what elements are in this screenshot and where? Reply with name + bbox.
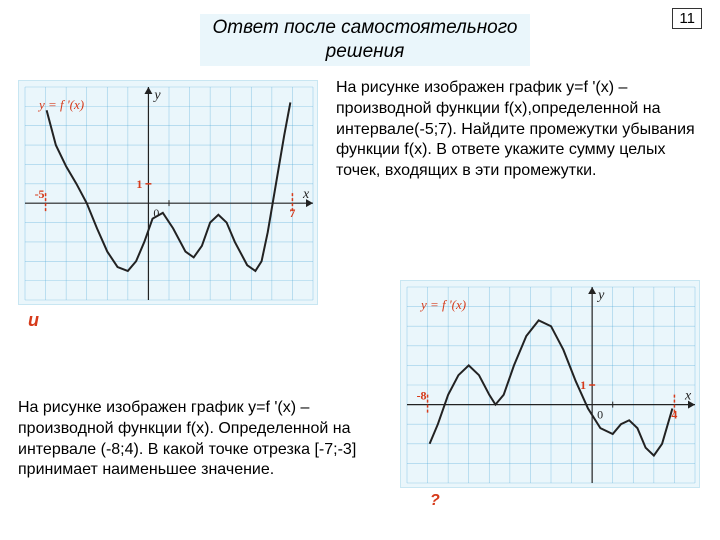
marker-and: и <box>28 310 39 331</box>
svg-text:y: y <box>152 88 161 103</box>
problem-text-1: На рисунке изображен график y=f '(x) – п… <box>336 78 706 182</box>
svg-text:y = f '(x): y = f '(x) <box>37 97 84 112</box>
problem-text-2: На рисунке изображен график y=f '(x) – п… <box>18 398 388 481</box>
marker-question: ? <box>430 492 440 510</box>
svg-text:y = f '(x): y = f '(x) <box>419 297 466 312</box>
svg-text:1: 1 <box>136 177 142 191</box>
svg-text:-8: -8 <box>417 389 427 403</box>
chart-1: y = f '(x) y x 0 -5 7 1 <box>18 80 318 305</box>
page-number: 11 <box>672 8 702 29</box>
svg-text:7: 7 <box>289 206 295 220</box>
svg-text:y: y <box>596 288 605 303</box>
svg-text:4: 4 <box>671 408 677 422</box>
svg-text:0: 0 <box>597 408 603 422</box>
svg-text:-5: -5 <box>35 187 45 201</box>
chart-2: y = f '(x) y x 0 -8 4 1 <box>400 280 700 488</box>
svg-text:0: 0 <box>153 206 159 220</box>
svg-text:x: x <box>302 187 310 202</box>
svg-text:x: x <box>684 389 692 404</box>
page-title: Ответ после самостоятельного решения <box>200 14 530 66</box>
svg-text:1: 1 <box>580 378 586 392</box>
